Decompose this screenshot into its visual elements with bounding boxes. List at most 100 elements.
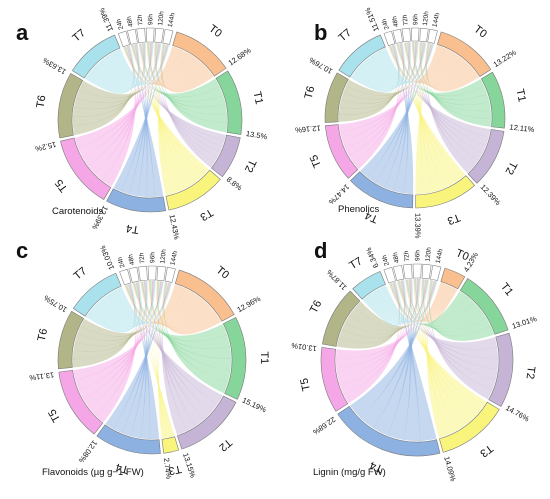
sector-arc-t1 <box>480 71 506 129</box>
chord-ribbon <box>73 282 171 381</box>
time-label: 72h <box>138 252 146 264</box>
chord-ribbon <box>74 280 155 346</box>
sector-percent: 14.09% <box>442 455 458 482</box>
chord-ribbon <box>150 280 204 427</box>
chord-ribbon <box>345 43 434 96</box>
sector-label: T6 <box>36 327 51 342</box>
time-label: 48h <box>127 253 136 265</box>
sector-label: T1 <box>498 281 515 299</box>
sector-label: T5 <box>308 153 324 170</box>
sector-arc-t2 <box>467 129 505 184</box>
sector-label: T6 <box>303 85 318 100</box>
sector-label: T0 <box>214 264 232 281</box>
time-label: 48h <box>126 15 135 27</box>
sector-percent: 12.08% <box>77 439 99 465</box>
sector-percent: 13.5% <box>245 129 268 141</box>
sector-percent: 10.03% <box>98 244 116 271</box>
panel-subtitle: Flavonoids (µg g−1 FW) <box>42 467 144 478</box>
chord-ribbon <box>79 44 169 99</box>
time-arc <box>410 27 420 42</box>
chord-ribbon <box>381 281 438 323</box>
time-arc <box>156 265 167 282</box>
time-label: 24h <box>116 256 126 269</box>
panel-subtitle: Carotenoids <box>52 206 103 217</box>
chord-ribbon <box>105 282 170 430</box>
chord-ribbon <box>341 279 412 339</box>
chord-ribbon <box>415 43 431 195</box>
time-arc <box>154 27 164 44</box>
sector-arc-t4 <box>349 171 414 209</box>
time-label: 144h <box>431 12 441 28</box>
sector-percent: 15.2% <box>34 140 57 154</box>
sector-label: T6 <box>35 94 49 109</box>
chord-ribbon <box>141 281 232 359</box>
chord-ribbons <box>72 280 232 440</box>
sector-percent: 14.76% <box>504 403 531 423</box>
time-label: 72h <box>136 14 144 26</box>
sector-label: T7 <box>72 265 90 282</box>
chord-ribbon <box>161 44 215 168</box>
time-arc <box>164 266 176 283</box>
chord-ribbon <box>426 280 449 439</box>
time-arc <box>147 265 157 281</box>
sector-percent: 12.43% <box>167 214 181 241</box>
sector-percent: 12.39% <box>479 182 503 207</box>
sector-percent: 12.16% <box>294 123 320 134</box>
sector-percent: 12.11% <box>509 122 535 134</box>
sector-arc-t2 <box>210 134 241 178</box>
chord-ribbon <box>156 281 167 439</box>
chord-ribbon <box>335 280 436 359</box>
sector-arc-t0 <box>174 269 235 322</box>
time-label: 24h <box>381 17 391 30</box>
chord-ribbon <box>161 282 187 436</box>
chord-ribbon <box>95 280 148 328</box>
time-label: 72h <box>403 250 411 262</box>
chord-ribbon <box>340 42 425 141</box>
time-arc <box>401 27 411 43</box>
sector-label: T2 <box>217 436 235 453</box>
time-arc <box>383 266 396 284</box>
chord-ribbon <box>359 41 412 87</box>
sector-percent: 11.87% <box>325 268 349 292</box>
chord-ribbon <box>426 43 474 174</box>
chord-ribbons <box>72 42 228 198</box>
sector-arc-t3 <box>439 401 500 453</box>
sector-percent: 13.01% <box>290 341 317 353</box>
sector-label: T3 <box>478 442 495 459</box>
sector-percent: 12.96% <box>235 294 262 314</box>
time-arc <box>430 264 442 281</box>
sector-label: T4 <box>363 209 380 225</box>
sector-arc-t0 <box>172 31 227 77</box>
sector-arc-t5 <box>58 369 104 435</box>
sector-label: T6 <box>308 298 325 315</box>
sector-label: T3 <box>198 206 215 223</box>
chord-ribbon <box>415 278 498 380</box>
chord-ribbon <box>77 43 160 158</box>
sector-label: T7 <box>347 255 364 272</box>
time-label: 24h <box>381 254 391 267</box>
sector-percent: 13.39% <box>413 213 422 239</box>
sector-percent: 13.11% <box>29 370 55 382</box>
time-label: 120h <box>157 10 166 25</box>
time-arc <box>136 27 146 44</box>
chord-ribbon <box>429 280 493 400</box>
time-arc <box>138 265 148 282</box>
chord-ribbon <box>336 278 420 378</box>
sector-percent: 13.63% <box>41 56 68 77</box>
time-arc <box>119 268 132 286</box>
sector-percent: 10.75% <box>42 293 69 314</box>
sector-arc-t4 <box>106 188 167 213</box>
sector-percent: 6.34% <box>364 246 381 269</box>
panel-label: d <box>314 238 327 263</box>
sector-label: T2 <box>524 366 537 380</box>
sector-label: T0 <box>471 23 488 40</box>
time-label: 48h <box>392 251 401 263</box>
sector-label: T4 <box>368 459 384 475</box>
sector-label: T1 <box>258 351 270 364</box>
sector-percent: 15.19% <box>241 396 268 415</box>
sector-arc-t5 <box>60 137 112 200</box>
time-label: 72h <box>402 14 410 26</box>
time-label: 96h <box>147 14 154 25</box>
